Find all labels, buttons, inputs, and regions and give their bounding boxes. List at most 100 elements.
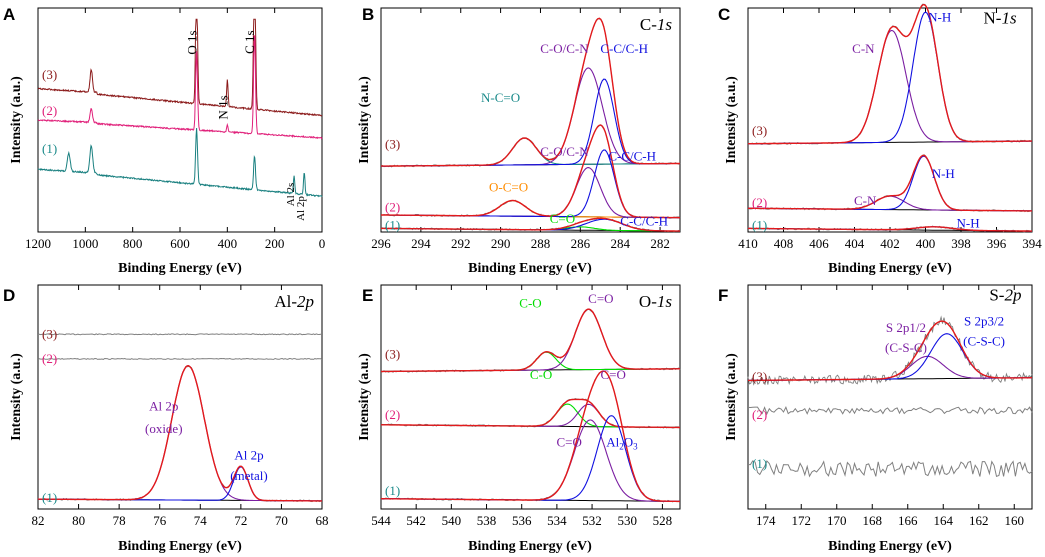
plot-frame-B <box>380 7 681 233</box>
x-tick-label-F-3: 168 <box>863 513 883 528</box>
fit-envelope-E-1 <box>381 398 680 429</box>
annotation-D-2: Al 2p <box>234 448 263 463</box>
x-tick-label-B-0: 296 <box>371 236 391 251</box>
panel-title-B: C-1s <box>640 15 673 34</box>
x-tick-label-E-4: 536 <box>512 513 532 528</box>
x-tick-label-B-1: 294 <box>411 236 431 251</box>
x-axis-label-A: Binding Energy (eV) <box>118 261 242 276</box>
panel-C: C 410 408 406 404 402 400 398 396 394 N-1s N-H C-N N… <box>718 3 1042 276</box>
x-tick-label-A-4: 400 <box>218 236 238 251</box>
fit-envelope-C-0 <box>748 3 1032 145</box>
x-axis-label-B: Binding Energy (eV) <box>468 261 592 276</box>
x-tick-label-B-2: 292 <box>451 236 471 251</box>
fit-envelope-E-0 <box>381 308 680 373</box>
sample-label-E-0: (3) <box>385 346 400 361</box>
y-axis-label-A: Intensity (a.u.) <box>9 76 24 164</box>
x-tick-label-F-7: 160 <box>1005 513 1025 528</box>
x-tick-label-A-6: 0 <box>319 236 326 251</box>
plot-frame-C <box>747 7 1033 233</box>
annotation-C-2: C-N <box>852 41 875 56</box>
annotation-A-0: O 1s <box>184 30 199 54</box>
annotation-D-3: (metal) <box>230 468 268 483</box>
component-C-1-1 <box>748 155 1032 212</box>
x-tick-label-C-4: 402 <box>880 236 900 251</box>
x-tick-label-D-5: 72 <box>234 513 247 528</box>
panel-title-D: Al-2p <box>274 292 314 311</box>
panel-letter-D: D <box>3 286 15 305</box>
panel-letter-A: A <box>3 5 15 24</box>
x-tick-label-B-3: 290 <box>491 236 511 251</box>
raw-data-E-1 <box>380 398 681 429</box>
annotation-B-0: C-O/C-N <box>540 41 589 56</box>
plot-area-A: 1200 1000 800 600 400 200 0 O 1s C 1s N 1s Al 2sAl… <box>25 8 325 251</box>
x-tick-label-D-6: 70 <box>275 513 288 528</box>
sample-label-B-2: (1) <box>385 217 400 232</box>
annotation-B-4: C-C/C-H <box>608 148 656 163</box>
raw-data-E-0 <box>380 308 681 373</box>
plot-area-C: 410 408 406 404 402 400 398 396 394 N-1s N-H C-N N-H… <box>738 3 1042 251</box>
annotation-F-1: S 2p3/2 <box>964 313 1004 328</box>
annotation-A-3: Al 2s <box>285 183 297 207</box>
x-tick-label-D-1: 80 <box>72 513 85 528</box>
sample-label-A-0: (3) <box>42 67 57 82</box>
fit-envelope-B-2 <box>381 217 680 232</box>
y-axis-label-E: Intensity (a.u.) <box>357 353 372 441</box>
annotation-F-3: S 2p1/2 <box>886 320 926 335</box>
x-tick-label-C-1: 408 <box>774 236 794 251</box>
plot-frame-D <box>37 284 323 510</box>
fit-envelope-D-0 <box>37 364 322 502</box>
x-axis-label-C: Binding Energy (eV) <box>828 261 952 276</box>
x-axis-label-F: Binding Energy (eV) <box>828 539 952 554</box>
x-tick-label-E-8: 528 <box>653 513 673 528</box>
x-tick-label-E-5: 534 <box>547 513 567 528</box>
panel-title-F: S-2p <box>989 286 1021 305</box>
noisy-line-0 <box>747 406 1033 416</box>
x-tick-label-C-6: 398 <box>951 236 971 251</box>
annotation-E-0: C=O <box>588 291 613 306</box>
x-tick-label-C-0: 410 <box>738 236 758 251</box>
survey-line-0 <box>37 18 323 117</box>
plot-area-F: 174 172 170 168 166 164 162 160 S-2p S 2p3/2 (C-S-… <box>747 285 1033 528</box>
x-tick-label-E-3: 538 <box>477 513 497 528</box>
component-C-0-0 <box>748 29 1032 145</box>
component-E-2-0 <box>381 419 680 502</box>
raw-data-C-1 <box>747 154 1033 213</box>
x-tick-label-B-5: 286 <box>571 236 591 251</box>
sample-label-B-1: (2) <box>385 199 400 214</box>
component-E-2-1 <box>381 415 680 502</box>
x-tick-label-E-2: 540 <box>442 513 462 528</box>
annotation-B-1: C-C/C-H <box>600 41 648 56</box>
x-tick-label-E-0: 544 <box>371 513 391 528</box>
x-tick-label-D-0: 82 <box>32 513 45 528</box>
sample-label-F-0: (3) <box>752 369 767 384</box>
x-tick-label-F-4: 166 <box>898 513 918 528</box>
y-axis-label-F: Intensity (a.u.) <box>724 353 739 441</box>
survey-line-1 <box>37 35 323 140</box>
x-tick-label-D-4: 74 <box>194 513 208 528</box>
annotation-F-4: (C-S-C) <box>885 340 927 355</box>
y-axis-label-B: Intensity (a.u.) <box>357 76 372 164</box>
x-axis-label-E: Binding Energy (eV) <box>468 539 592 554</box>
plot-area-B: 296 294 292 290 288 286 284 282 C-1s C-O/C-N C-C/C… <box>371 8 681 251</box>
x-tick-label-D-3: 76 <box>153 513 167 528</box>
annotation-E-5: Al2O3 <box>606 434 638 451</box>
plot-area-E: 544 542 540 538 536 534 532 530 528 O-1s C=O C-O C-O… <box>371 285 681 528</box>
sample-label-C-2: (1) <box>752 217 767 232</box>
x-tick-label-B-4: 288 <box>531 236 551 251</box>
x-tick-label-F-1: 172 <box>792 513 812 528</box>
sample-label-D-2: (1) <box>42 490 57 505</box>
plot-frame-E <box>380 284 681 510</box>
x-tick-label-A-5: 200 <box>265 236 285 251</box>
fit-envelope-B-1 <box>381 124 680 219</box>
x-tick-label-F-5: 164 <box>934 513 954 528</box>
x-tick-label-B-6: 284 <box>610 236 630 251</box>
annotation-E-2: C-O <box>530 367 552 382</box>
annotation-E-4: C=O <box>556 434 581 449</box>
sample-label-A-1: (2) <box>42 103 57 118</box>
sample-label-C-0: (3) <box>752 123 767 138</box>
raw-data-F-0 <box>747 315 1033 386</box>
annotation-E-3: C=O <box>600 367 625 382</box>
annotation-C-5: N-H <box>957 216 980 231</box>
plot-frame-F <box>747 284 1033 510</box>
